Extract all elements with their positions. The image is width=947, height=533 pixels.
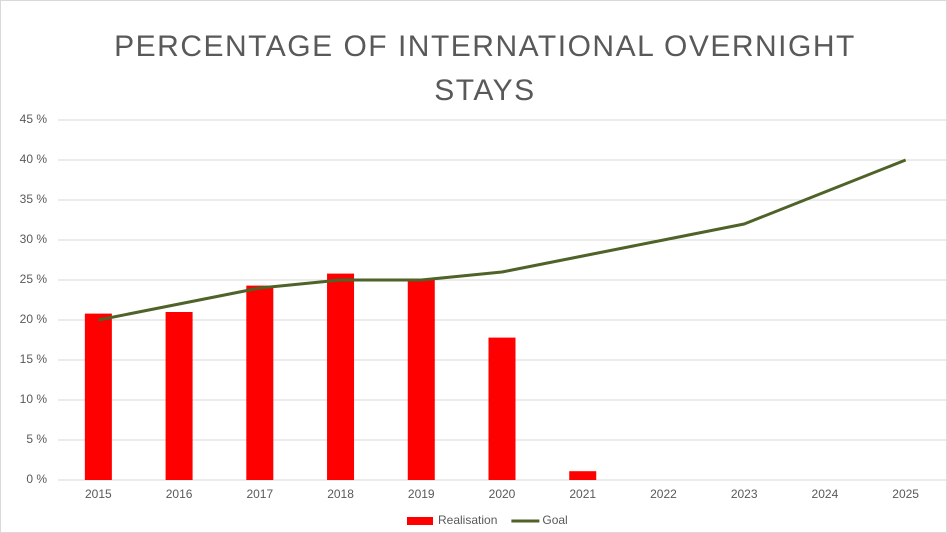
legend-swatch (407, 517, 433, 525)
x-tick-label: 2024 (812, 487, 839, 501)
bar (488, 337, 516, 480)
x-tick-label: 2025 (892, 487, 919, 501)
y-tick-label: 45 % (20, 112, 48, 126)
y-tick-label: 0 % (26, 472, 47, 486)
bar (246, 285, 274, 480)
bar (84, 313, 112, 480)
bar (407, 279, 435, 480)
bar (569, 471, 597, 480)
y-tick-label: 25 % (20, 272, 48, 286)
x-tick-label: 2017 (246, 487, 273, 501)
y-tick-label: 35 % (20, 192, 48, 206)
x-tick-label: 2018 (327, 487, 354, 501)
y-tick-label: 40 % (20, 152, 48, 166)
x-tick-label: 2023 (731, 487, 758, 501)
y-tick-label: 15 % (20, 352, 48, 366)
x-tick-label: 2016 (166, 487, 193, 501)
y-tick-label: 20 % (20, 312, 48, 326)
x-tick-label: 2022 (650, 487, 677, 501)
legend-label: Goal (542, 513, 567, 527)
chart-title: PERCENTAGE OF INTERNATIONAL OVERNIGHT ST… (114, 30, 856, 107)
x-tick-label: 2019 (408, 487, 435, 501)
y-tick-label: 5 % (26, 432, 47, 446)
y-tick-label: 30 % (20, 232, 48, 246)
bar (327, 273, 355, 480)
x-tick-label: 2021 (569, 487, 596, 501)
x-tick-label: 2015 (85, 487, 112, 501)
y-tick-label: 10 % (20, 392, 48, 406)
line (98, 158, 907, 322)
legend-label: Realisation (438, 513, 497, 527)
x-tick-label: 2020 (489, 487, 516, 501)
bar (165, 312, 193, 480)
